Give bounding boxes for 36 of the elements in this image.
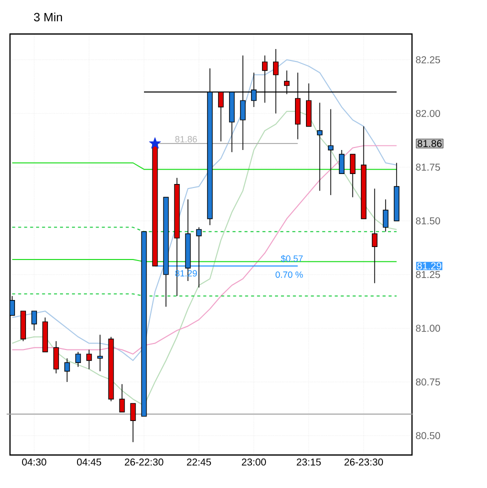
x-tick-label: 04:30 bbox=[22, 458, 46, 466]
annotation: 81.86 bbox=[175, 136, 197, 142]
y-tick-label: 80.50 bbox=[416, 432, 440, 440]
candlestick bbox=[97, 334, 103, 372]
candlestick bbox=[328, 108, 334, 196]
y-tick-label: 80.75 bbox=[416, 378, 440, 386]
candlestick bbox=[86, 349, 92, 370]
candlestick bbox=[130, 403, 136, 443]
candlestick bbox=[64, 358, 70, 382]
annotation: $0.57 bbox=[280, 255, 303, 262]
candlestick bbox=[31, 310, 37, 331]
annotation: 0.70 % bbox=[276, 271, 303, 278]
candlestick bbox=[53, 340, 59, 374]
chart-title: 3 Min bbox=[34, 12, 62, 22]
x-tick-label: 23:15 bbox=[296, 458, 321, 466]
candlestick bbox=[382, 198, 388, 232]
x-tick-label: 23:00 bbox=[242, 458, 266, 466]
candlestick bbox=[338, 150, 344, 174]
text: 81.86 bbox=[418, 140, 442, 148]
x-tick-label: 26-23:30 bbox=[344, 458, 383, 466]
candlestick bbox=[350, 154, 356, 198]
candlestick bbox=[119, 384, 125, 412]
candlestick bbox=[372, 188, 378, 284]
candlestick bbox=[75, 351, 81, 368]
x-tick-label: 26-22:30 bbox=[124, 458, 164, 466]
y-tick-label: 81.00 bbox=[416, 324, 440, 332]
y-tick-label: 82.25 bbox=[416, 56, 440, 64]
candlestick bbox=[316, 102, 323, 192]
y-tick-label: 81.25 bbox=[416, 271, 440, 278]
x-tick-label: 22:45 bbox=[186, 458, 211, 466]
candlestick bbox=[196, 226, 202, 288]
text: 81.29 bbox=[417, 262, 442, 270]
y-tick-label: 81.75 bbox=[416, 164, 440, 171]
y-tick-label: 81.50 bbox=[416, 217, 440, 224]
y-tick-label: 82.00 bbox=[416, 110, 440, 117]
x-tick-label: 04:45 bbox=[77, 458, 102, 466]
